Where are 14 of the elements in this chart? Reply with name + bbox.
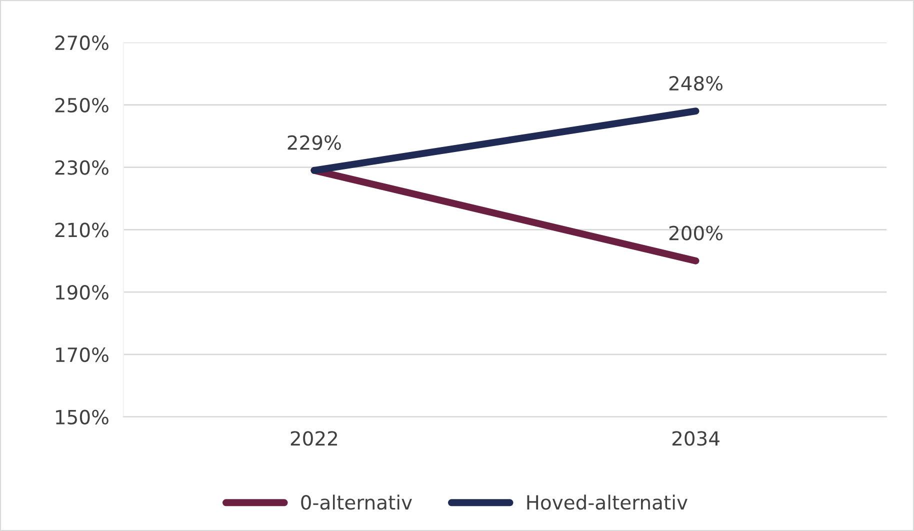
y-tick-label: 210% [55, 222, 108, 238]
y-tick-label: 270% [55, 35, 108, 50]
y-tick-label: 150% [56, 410, 108, 424]
data-label: 200% [669, 226, 723, 240]
data-label: 248% [669, 76, 723, 91]
data-label: 229% [288, 135, 341, 150]
legend-label: Hoved-alternativ [527, 494, 688, 510]
legend-label: 0-alternativ [301, 494, 412, 510]
y-tick-label: 170% [56, 347, 108, 362]
y-tick-label: 230% [55, 160, 108, 175]
x-tick-label: 2034 [672, 431, 720, 446]
y-tick-label: 250% [55, 98, 108, 113]
y-tick-label: 190% [56, 285, 108, 300]
x-tick-label: 2022 [290, 431, 337, 446]
